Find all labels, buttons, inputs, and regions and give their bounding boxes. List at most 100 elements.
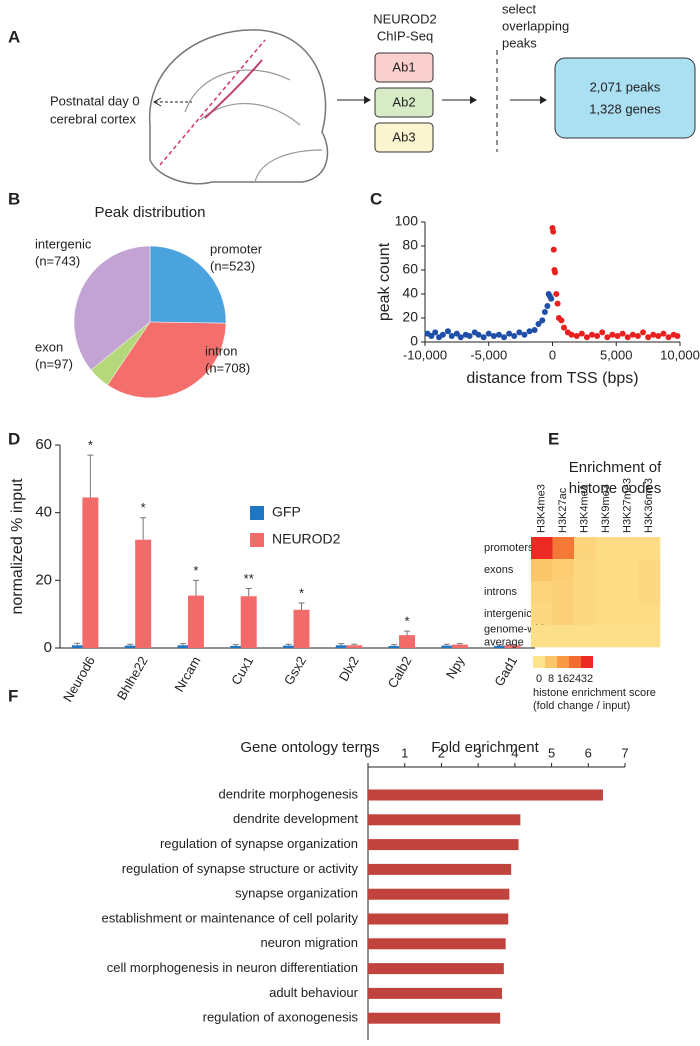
point — [640, 329, 647, 336]
point — [550, 246, 557, 253]
y-tick-label: 40 — [35, 504, 52, 521]
colorbar-tick: 0 — [536, 673, 542, 685]
x-tick-label: 0 — [549, 347, 556, 362]
point — [457, 334, 464, 341]
point — [495, 331, 502, 338]
slice-label: exon — [35, 339, 63, 354]
step-label: overlapping — [502, 18, 569, 33]
colorbar-block — [533, 656, 545, 668]
antibody-box — [374, 122, 434, 153]
legend-swatch — [250, 506, 264, 520]
step-label: peaks — [502, 35, 537, 50]
y-axis-label: normalized % input — [9, 478, 26, 615]
row-label: average — [484, 636, 524, 648]
cut-line — [159, 39, 266, 166]
y-tick-label: 100 — [395, 213, 419, 229]
slice-label: intergenic — [35, 236, 92, 251]
point — [453, 330, 460, 337]
colorbar-block — [581, 656, 593, 668]
y-tick-label: 60 — [402, 261, 418, 277]
bar — [82, 497, 99, 648]
point — [480, 334, 487, 341]
bar — [368, 863, 512, 875]
pie-slice — [107, 321, 227, 399]
point — [501, 334, 508, 341]
point — [544, 303, 551, 309]
colorbar-tick: 8 — [548, 673, 554, 685]
x-tick-label: 5 — [548, 745, 555, 760]
row-label: exons — [484, 564, 514, 576]
heat-cell — [574, 559, 596, 582]
x-tick-label: Calb2 — [385, 654, 415, 691]
heat-cell — [531, 581, 553, 604]
arrow-head — [364, 96, 371, 104]
bar — [368, 888, 510, 900]
region-label: cerebral cortex — [50, 111, 136, 126]
point — [432, 329, 439, 336]
chart-title: histone codes — [569, 480, 662, 497]
point — [645, 334, 652, 341]
result-label: 2,071 peaks — [590, 79, 661, 94]
point — [655, 333, 662, 339]
bar — [346, 645, 363, 648]
column-label: H3K36me3 — [643, 478, 655, 533]
bar — [504, 645, 521, 648]
bar — [293, 609, 310, 648]
x-tick-label: -5,000 — [470, 347, 507, 362]
point — [553, 291, 560, 297]
x-tick-label: 7 — [621, 745, 628, 760]
x-tick-label: Npy — [443, 653, 468, 681]
row-label: promoters — [484, 542, 534, 554]
point — [466, 333, 473, 339]
bar — [124, 645, 136, 648]
heat-cell — [595, 603, 618, 626]
panel-letter: B — [8, 189, 20, 208]
point — [548, 295, 555, 302]
category-label: neuron migration — [260, 935, 358, 950]
heat-cell — [595, 537, 618, 560]
legend-label: GFP — [272, 504, 301, 520]
panel-letter: E — [548, 429, 559, 448]
heat-cell — [638, 559, 661, 582]
heat-cell — [638, 537, 661, 560]
error-bar — [140, 517, 147, 540]
y-tick-label: 20 — [402, 309, 418, 325]
significance: * — [88, 438, 93, 453]
point — [578, 330, 585, 337]
heat-cell — [574, 603, 596, 626]
slice-value: (n=97) — [35, 356, 73, 371]
antibody-label: Ab1 — [392, 59, 415, 74]
point — [665, 334, 672, 341]
point — [506, 330, 513, 337]
error-bar — [338, 643, 345, 646]
significance: * — [405, 614, 410, 629]
arrow-head — [470, 96, 477, 104]
bar — [335, 645, 347, 648]
result-box — [554, 57, 696, 139]
antibody-label: Ab2 — [392, 94, 415, 109]
category-label: dendrite morphogenesis — [219, 786, 359, 801]
brain-outline — [149, 29, 329, 185]
bar — [399, 635, 416, 648]
point — [448, 333, 455, 339]
error-bar — [496, 644, 503, 646]
y-tick-label: 40 — [402, 285, 418, 301]
heat-cell — [552, 537, 575, 560]
x-tick-label: Cux1 — [228, 654, 256, 688]
bar — [283, 645, 294, 648]
bar — [368, 1012, 501, 1024]
error-bar — [351, 643, 358, 646]
y-axis-label: peak count — [376, 242, 393, 321]
point — [609, 331, 616, 338]
error-bar — [298, 602, 305, 610]
error-bar — [285, 643, 292, 646]
category-label: cell morphogenesis in neuron differentia… — [107, 960, 358, 975]
column-label: H3K27me3 — [622, 478, 634, 533]
point — [560, 324, 567, 331]
point — [629, 331, 636, 338]
heat-cell — [552, 625, 575, 648]
bar — [240, 596, 257, 648]
bar — [368, 839, 519, 851]
